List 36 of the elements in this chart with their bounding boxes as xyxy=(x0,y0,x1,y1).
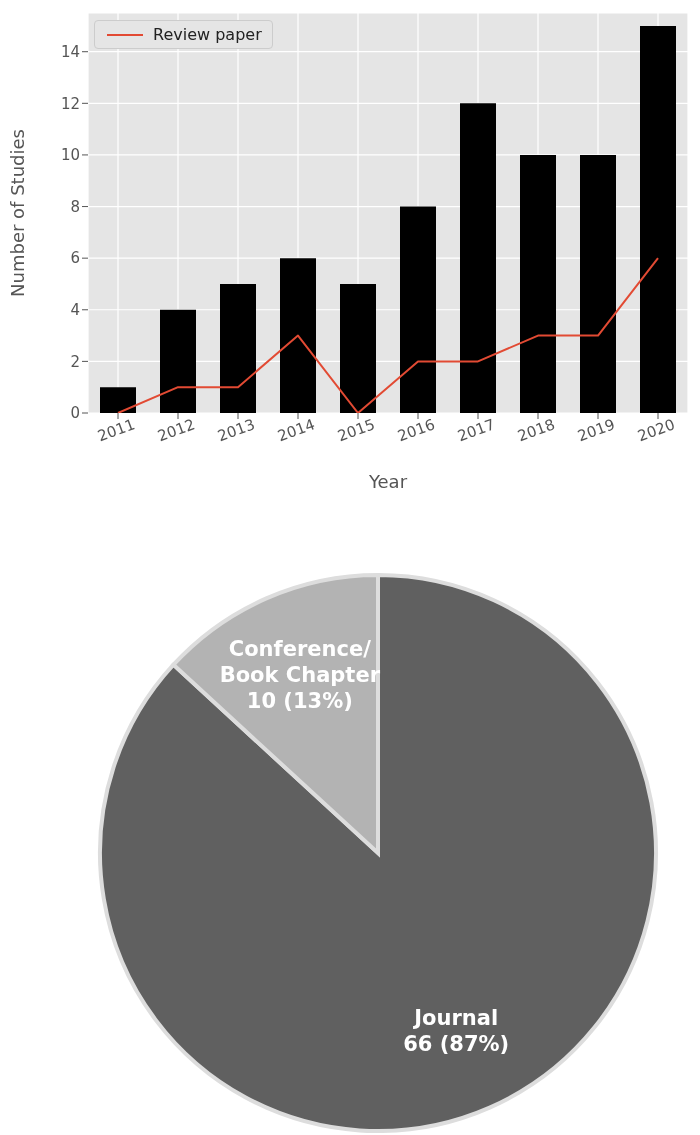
bar xyxy=(340,283,376,413)
x-tick-label: 2014 xyxy=(275,415,318,446)
bar xyxy=(460,103,496,413)
data-label: 66 (87%) xyxy=(403,1032,510,1057)
y-tick-label: 4 xyxy=(70,301,80,320)
y-tick-label: 6 xyxy=(70,249,80,268)
x-tick-label: 2020 xyxy=(635,415,678,446)
y-tick-label: 2 xyxy=(70,352,80,371)
y-tick-label: 8 xyxy=(70,197,80,216)
y-tick-label: 0 xyxy=(70,404,80,423)
data-label: 10 (13%) xyxy=(246,688,353,713)
x-tick-label: 2015 xyxy=(335,415,378,446)
x-tick-label: 2017 xyxy=(455,415,498,446)
y-axis-title: Number of Studies xyxy=(7,129,29,297)
x-tick-label: 2019 xyxy=(575,415,618,446)
bar xyxy=(100,387,136,413)
x-tick-label: 2018 xyxy=(515,415,558,446)
y-tick-label: 10 xyxy=(60,146,80,165)
x-axis-title: Year xyxy=(367,471,408,492)
bar xyxy=(280,258,316,413)
y-tick-label: 14 xyxy=(60,43,80,62)
x-tick-label: 2016 xyxy=(395,415,438,446)
x-tick-label: 2013 xyxy=(215,415,258,446)
y-tick-label: 12 xyxy=(60,94,80,113)
slice-label: Journal xyxy=(412,1006,499,1031)
bar xyxy=(400,206,436,413)
slice-label: Conference/ Book Chapter xyxy=(219,636,381,687)
bar xyxy=(640,25,676,413)
x-tick-label: 2011 xyxy=(95,415,138,446)
bar xyxy=(220,283,256,413)
line-series xyxy=(117,257,659,413)
legend-label: Review paper xyxy=(153,25,262,44)
bar xyxy=(520,154,556,413)
bar xyxy=(580,154,616,413)
x-tick-label: 2012 xyxy=(155,415,198,446)
bar xyxy=(160,309,196,413)
